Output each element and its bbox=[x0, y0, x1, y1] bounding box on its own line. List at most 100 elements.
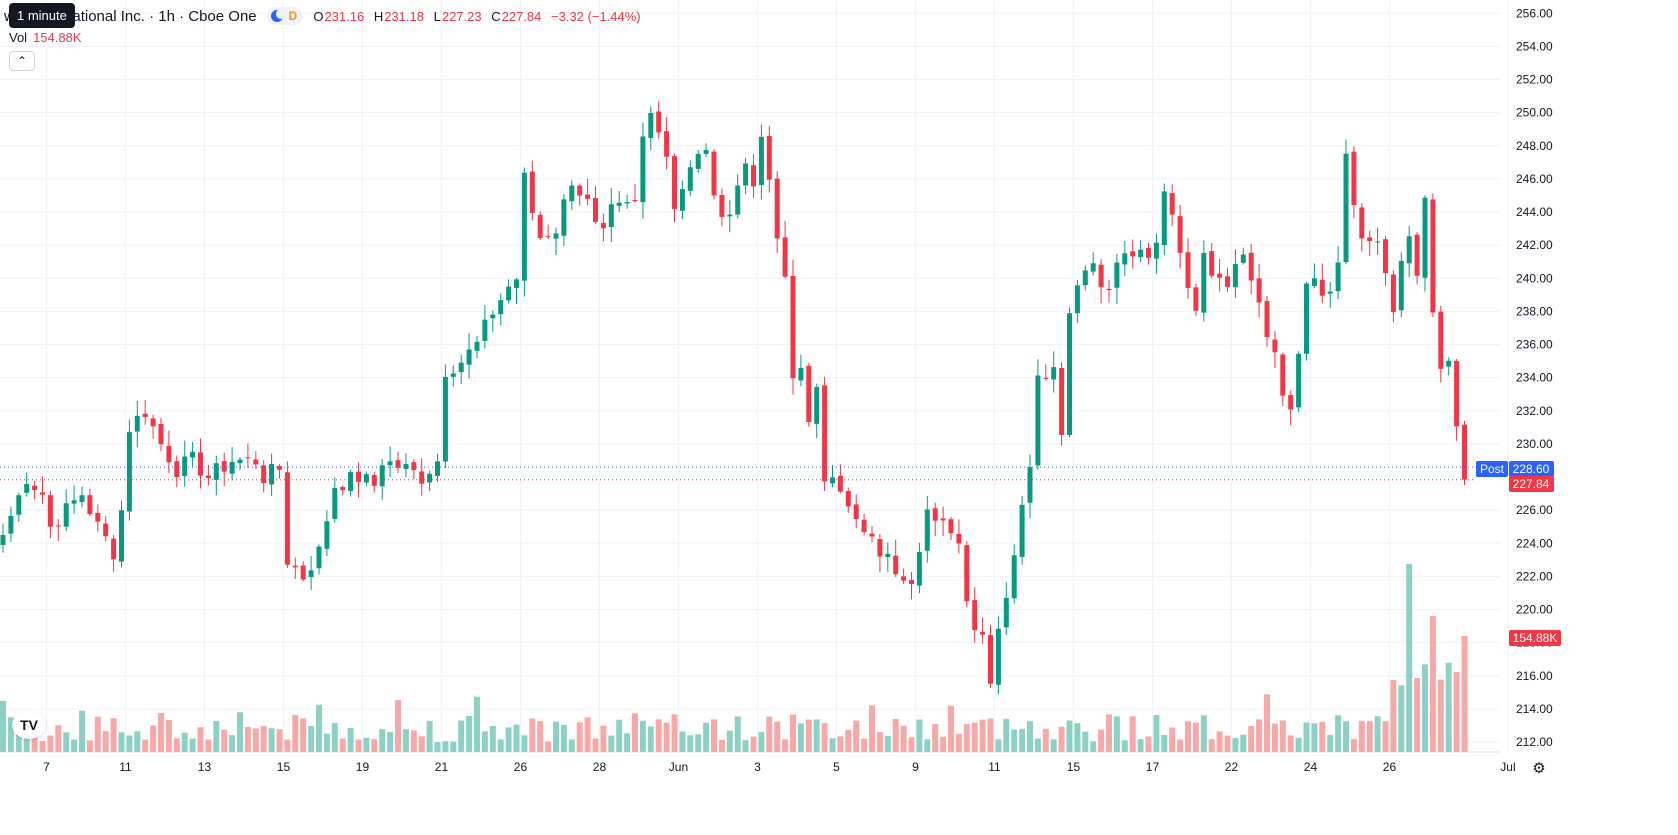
volume-bar bbox=[679, 731, 686, 752]
session-pill[interactable]: D bbox=[266, 7, 304, 25]
volume-bar bbox=[1445, 662, 1452, 752]
candle-body bbox=[1438, 311, 1444, 369]
volume-bar bbox=[55, 725, 62, 752]
volume-bar bbox=[1074, 723, 1081, 752]
volume-bar bbox=[995, 739, 1002, 752]
candle-body bbox=[40, 492, 45, 495]
price-tick-label: 214.00 bbox=[1516, 702, 1553, 716]
volume-bar bbox=[924, 739, 931, 752]
candle-body bbox=[1406, 236, 1412, 264]
collapse-legend-button[interactable]: ⌃ bbox=[9, 51, 35, 71]
volume-bar bbox=[568, 739, 575, 752]
candle-body bbox=[1035, 375, 1041, 466]
candle-body bbox=[190, 451, 196, 458]
volume-bar bbox=[213, 720, 220, 752]
candle-body bbox=[972, 600, 978, 631]
candle-body bbox=[1288, 394, 1294, 410]
volume-bar bbox=[529, 718, 536, 752]
volume-bar bbox=[1200, 715, 1207, 752]
volume-bar bbox=[703, 722, 710, 752]
volume-bar bbox=[497, 739, 504, 752]
moon-icon bbox=[270, 9, 285, 22]
candle-body bbox=[221, 461, 227, 472]
volume-bar bbox=[252, 728, 259, 752]
volume-bar bbox=[347, 728, 354, 752]
volume-bar bbox=[1161, 735, 1168, 752]
volume-bar bbox=[1437, 679, 1444, 752]
candle-body bbox=[1272, 339, 1278, 353]
candle-body bbox=[332, 488, 338, 519]
candle-body bbox=[719, 194, 725, 217]
low-value: 227.23 bbox=[441, 8, 482, 24]
candle-body bbox=[490, 314, 496, 319]
volume-bar bbox=[118, 732, 125, 752]
volume-bar bbox=[1303, 722, 1310, 752]
volume-bar bbox=[205, 739, 212, 752]
candle-body bbox=[284, 472, 290, 565]
volume-bar bbox=[284, 739, 291, 752]
volume-bar bbox=[884, 735, 891, 752]
candle-body bbox=[1067, 313, 1072, 435]
volume-bar bbox=[726, 730, 733, 752]
candle-body bbox=[174, 461, 180, 477]
volume-bar bbox=[181, 732, 188, 752]
volume-bar bbox=[616, 719, 623, 752]
time-tick-label: Jul bbox=[1500, 760, 1515, 774]
time-tick-label: 22 bbox=[1225, 760, 1239, 774]
open-value: 231.16 bbox=[324, 8, 365, 24]
candle-body bbox=[695, 153, 701, 169]
candle-body bbox=[55, 525, 61, 527]
candle-body bbox=[988, 635, 993, 684]
candle-body bbox=[782, 237, 788, 277]
candle-body bbox=[1398, 260, 1404, 311]
volume-bar bbox=[142, 739, 149, 752]
candle-body bbox=[1280, 354, 1286, 396]
volume-bar bbox=[639, 720, 646, 752]
time-tick-label: 5 bbox=[833, 760, 840, 774]
candle-body bbox=[600, 222, 606, 229]
candle-body bbox=[348, 472, 354, 492]
volume-bar bbox=[1422, 664, 1428, 752]
price-tick-label: 212.00 bbox=[1516, 735, 1553, 749]
candle-body bbox=[411, 462, 417, 471]
candle-body bbox=[1256, 278, 1262, 303]
candle-body bbox=[1019, 504, 1025, 557]
candle-body bbox=[545, 236, 551, 238]
volume-bar bbox=[1398, 685, 1405, 752]
settings-gear-icon[interactable]: ⚙ bbox=[1532, 760, 1546, 777]
volume-bar bbox=[481, 731, 488, 752]
volume-bar bbox=[1066, 720, 1073, 752]
volume-bar bbox=[592, 738, 599, 752]
candle-body bbox=[569, 185, 575, 202]
candle-body bbox=[166, 445, 172, 463]
candle-body bbox=[253, 459, 259, 465]
volume-bar bbox=[1390, 680, 1397, 752]
tradingview-logo-icon[interactable]: TV bbox=[12, 711, 46, 739]
volume-bar bbox=[94, 716, 101, 752]
candle-body bbox=[363, 474, 369, 483]
candle-body bbox=[1027, 467, 1033, 503]
candle-body bbox=[24, 484, 30, 493]
time-axis[interactable]: 7 11 13 15 19 21 26 28 Jun 3 5 9 11 15 17 22 24 26 Jul bbox=[43, 760, 1516, 774]
candle-body bbox=[1201, 253, 1207, 313]
price-tick-label: 242.00 bbox=[1516, 238, 1553, 252]
volume-bar bbox=[150, 725, 157, 752]
candle-body bbox=[1153, 242, 1159, 259]
candle-body bbox=[948, 519, 954, 534]
candle-body bbox=[995, 628, 1001, 685]
candle-body bbox=[1383, 239, 1388, 274]
candle-body bbox=[1359, 207, 1365, 239]
candle-body bbox=[877, 539, 883, 557]
volume-bar bbox=[521, 735, 528, 752]
price-tick-label: 216.00 bbox=[1516, 669, 1553, 683]
candle-body bbox=[324, 521, 330, 549]
candle-body bbox=[387, 461, 393, 466]
candle-body bbox=[47, 495, 53, 527]
volume-bar bbox=[1042, 728, 1049, 752]
volume-bar bbox=[15, 728, 22, 752]
volume-bar bbox=[110, 718, 117, 752]
volume-bar bbox=[1319, 721, 1326, 752]
volume-bar bbox=[1098, 729, 1105, 752]
volume-bar bbox=[466, 715, 473, 752]
